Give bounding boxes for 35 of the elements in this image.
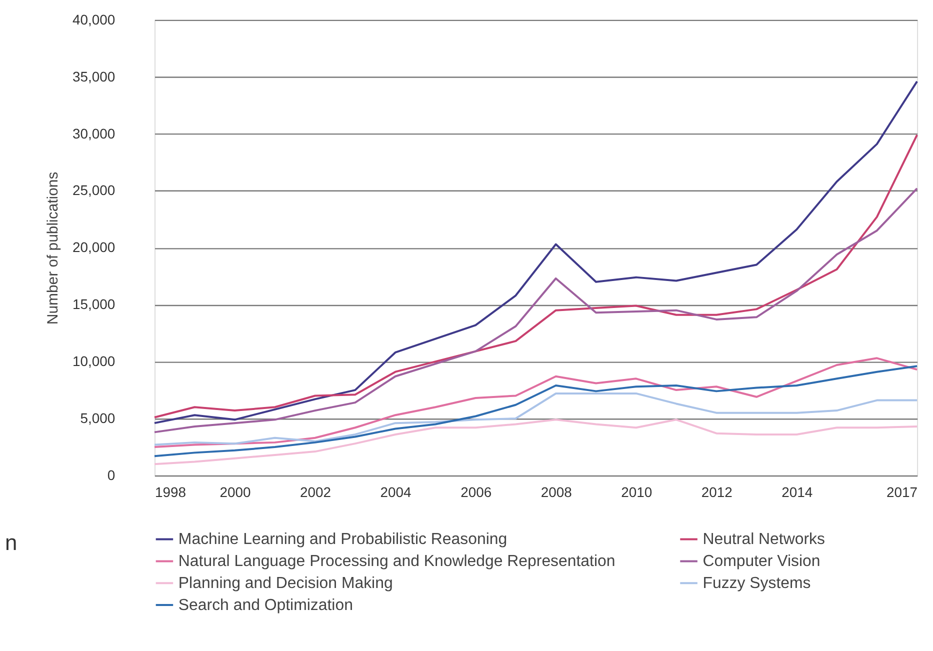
y-tick-label: 15,000 xyxy=(72,296,116,312)
x-tick-label: 2014 xyxy=(782,484,813,500)
line-series xyxy=(154,365,918,458)
line-series xyxy=(154,357,918,448)
y-tick-label: 35,000 xyxy=(72,68,116,84)
y-tick-label: 20,000 xyxy=(72,239,116,256)
y-tick-label: 25,000 xyxy=(72,182,116,198)
line-series xyxy=(154,80,918,424)
legend-label: Computer Vision xyxy=(702,553,820,570)
legend-label: Fuzzy Systems xyxy=(702,575,811,592)
x-tick-label: 2006 xyxy=(460,484,492,500)
line-series xyxy=(154,418,918,466)
legend-label: Planning and Decision Making xyxy=(178,575,393,592)
x-tick-label: 1998 xyxy=(155,484,186,500)
y-tick-label: 5,000 xyxy=(80,410,116,426)
legend-label: Search and Optimization xyxy=(178,597,353,614)
line-series xyxy=(154,187,918,434)
x-tick-label: 2010 xyxy=(621,484,652,500)
x-tick-label: 2004 xyxy=(380,484,412,500)
x-tick-label: 2008 xyxy=(540,484,572,500)
x-tick-label: 2002 xyxy=(300,484,332,500)
x-tick-label: 2012 xyxy=(701,484,733,500)
y-tick-label: 0 xyxy=(107,466,116,483)
text: n xyxy=(4,530,18,556)
y-tick-label: 30,000 xyxy=(72,125,116,142)
y-tick-label: 40,000 xyxy=(72,11,116,28)
legend-label: Neutral Networks xyxy=(702,531,825,548)
x-tick-label: 2000 xyxy=(220,484,252,500)
line-series xyxy=(154,392,918,446)
legend-label: Natural Language Processing and Knowledge Representation xyxy=(178,553,616,570)
line-series xyxy=(154,134,918,418)
legend-label: Machine Learning and Probabilistic Reasoning xyxy=(178,531,508,548)
y-tick-label: 10,000 xyxy=(72,353,116,370)
x-tick-label: 2017 xyxy=(886,484,918,500)
y-axis-title: Number of publications xyxy=(44,172,62,325)
